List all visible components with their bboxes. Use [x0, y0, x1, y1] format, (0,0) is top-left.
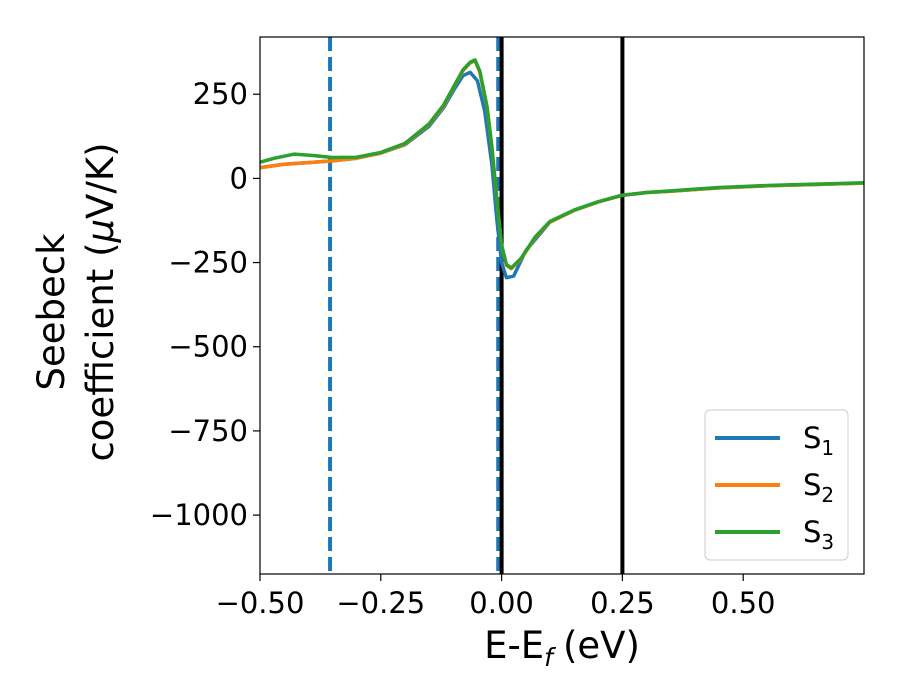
x-axis-title-sub: f — [544, 643, 556, 672]
x-tick-label: −0.25 — [336, 586, 425, 620]
x-axis-title: E-Ef (eV) — [484, 624, 640, 672]
legend-label-s1: S1 — [803, 421, 834, 460]
reference-lines — [328, 37, 625, 574]
series-line-s2 — [260, 58, 864, 271]
series-line-s1 — [260, 70, 864, 280]
y-tick-label: 0 — [230, 161, 248, 195]
series-line-s3 — [260, 58, 864, 270]
legend-label-s2: S2 — [803, 468, 834, 507]
y-tick-label: −500 — [168, 330, 248, 364]
x-tick-label: −0.50 — [216, 586, 305, 620]
x-axis-ticks: −0.50 −0.25 0.00 0.25 0.50 — [216, 574, 776, 620]
y-axis-title-line1: Seebeck — [30, 233, 73, 391]
y-axis-title-mu: μ — [79, 219, 122, 244]
plot-content — [260, 37, 864, 574]
x-tick-label: 0.50 — [711, 586, 776, 620]
y-tick-label: 250 — [193, 77, 248, 111]
x-axis-title-unit: (eV) — [563, 624, 640, 667]
y-tick-label: −1000 — [150, 498, 248, 532]
y-axis-ticks: 250 0 −250 −500 −750 −1000 — [150, 77, 260, 532]
x-tick-label: 0.00 — [469, 586, 534, 620]
legend: S1 S2 S3 — [704, 409, 849, 561]
y-tick-label: −250 — [168, 246, 248, 280]
y-tick-label: −750 — [168, 414, 248, 448]
plot-frame — [259, 36, 865, 575]
y-axis-title-line2: coefficient (μV/K) — [79, 142, 122, 461]
series-lines — [260, 58, 864, 280]
x-axis-title-main: E-E — [484, 624, 544, 667]
legend-label-s3: S3 — [803, 515, 834, 554]
y-axis-title-unit: V/K) — [79, 142, 122, 218]
y-axis-title-coef: coefficient ( — [79, 242, 122, 461]
x-tick-label: 0.25 — [590, 586, 655, 620]
